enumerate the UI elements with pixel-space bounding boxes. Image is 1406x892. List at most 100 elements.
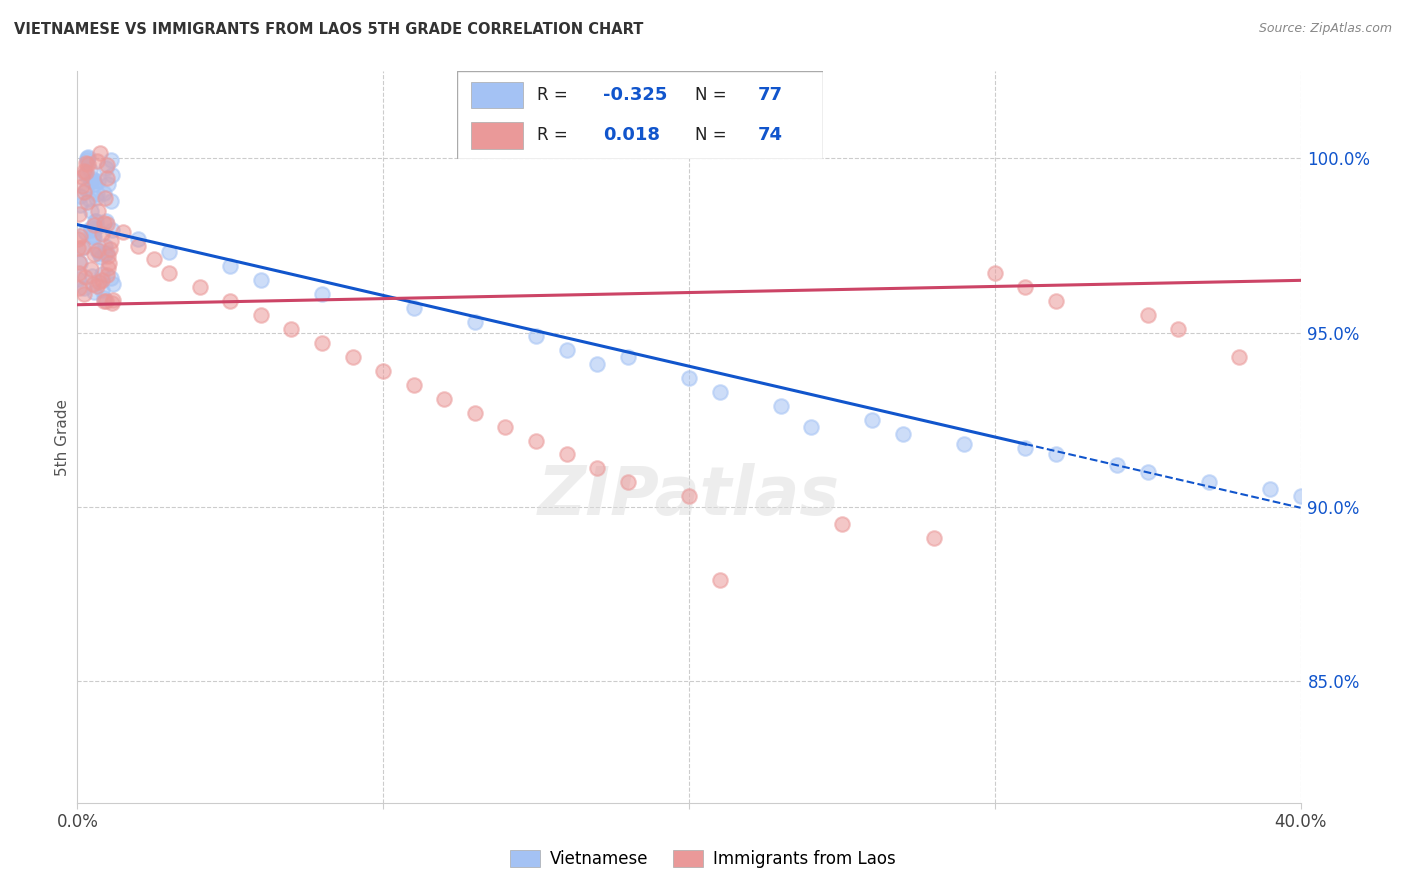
Point [93,238,115,252]
Point [83,214,105,228]
Point [100,153,122,167]
Point [1136,308,1159,322]
Point [87,174,110,188]
Point [66,241,89,255]
Point [82,277,104,291]
Point [84,191,107,205]
Point [128,238,150,252]
Point [100,168,122,182]
Point [83,221,105,235]
Point [82,269,104,284]
Point [86,153,108,168]
Point [984,266,1007,280]
Point [86,244,108,258]
Point [464,406,486,420]
Point [891,426,914,441]
Point [73,225,96,239]
Point [1014,441,1036,455]
Point [69,256,91,270]
Point [80,223,103,237]
Point [311,287,333,301]
Point [72,185,94,199]
Point [82,172,104,186]
Point [69,198,91,212]
Point [93,186,115,200]
Point [311,336,333,351]
Point [555,448,578,462]
Point [75,165,97,179]
Point [433,392,456,406]
Legend: Vietnamese, Immigrants from Laos: Vietnamese, Immigrants from Laos [503,843,903,875]
Point [94,294,117,309]
Point [89,145,111,160]
Y-axis label: 5th Grade: 5th Grade [55,399,70,475]
Point [101,223,124,237]
Point [84,178,107,192]
Point [1167,322,1189,336]
Point [96,217,118,231]
Point [91,283,114,297]
Point [219,260,242,274]
Point [93,294,115,309]
Point [70,240,93,254]
Point [96,268,118,283]
Point [87,204,110,219]
Point [862,412,884,426]
Point [67,266,90,280]
Point [75,167,97,181]
Point [94,247,117,261]
Point [83,230,105,244]
Point [70,170,93,185]
Point [100,194,122,209]
Point [90,227,112,242]
Point [922,531,945,545]
Point [80,221,103,235]
Point [76,194,98,209]
Point [800,419,823,434]
Point [617,475,640,490]
Point [83,247,105,261]
Point [617,350,640,364]
Point [76,157,98,171]
Point [250,273,273,287]
Point [495,419,517,434]
Point [93,291,115,305]
Point [524,434,547,448]
Text: ZIPatlas: ZIPatlas [538,463,839,529]
Point [524,329,547,343]
Point [69,189,91,203]
Point [219,294,242,309]
Point [250,308,273,322]
Point [83,218,105,232]
Point [103,277,125,292]
Point [97,177,120,191]
Point [90,267,112,281]
Point [1258,483,1281,497]
Point [86,219,108,234]
Point [93,216,115,230]
Point [94,214,117,228]
Point [678,371,700,385]
Point [86,186,108,201]
Point [72,286,94,301]
Point [77,150,100,164]
Point [1136,465,1159,479]
Point [75,155,97,169]
Point [72,240,94,254]
Point [1045,448,1067,462]
Point [371,364,394,378]
Point [1014,280,1036,294]
Point [72,164,94,178]
Point [1198,475,1220,490]
Point [89,275,111,289]
Point [96,245,118,260]
Point [75,182,97,196]
Point [83,285,105,299]
Point [82,230,104,244]
Point [586,461,609,475]
Point [98,243,121,257]
Point [79,162,101,177]
Point [1289,489,1312,503]
Point [280,322,302,336]
Point [1107,458,1129,472]
